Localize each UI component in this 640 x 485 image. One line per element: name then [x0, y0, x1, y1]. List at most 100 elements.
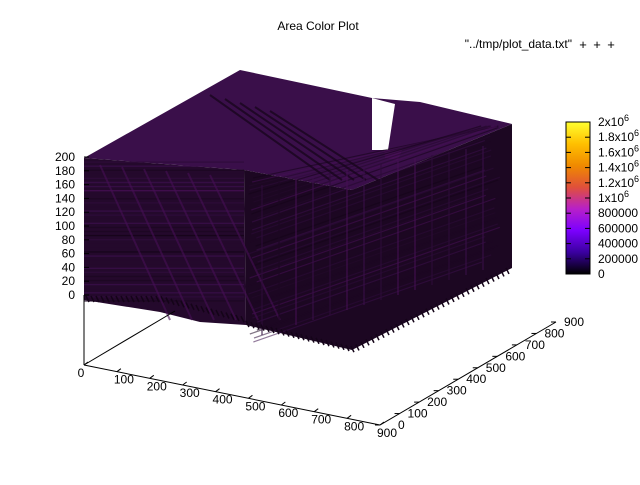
x-tick-label: 0 — [78, 366, 85, 380]
surface-texture — [248, 167, 494, 255]
x-tick — [313, 408, 319, 413]
surface-streak — [99, 164, 171, 321]
surface-edge — [380, 331, 385, 338]
surface-edge — [495, 272, 500, 280]
surface-edge — [255, 323, 260, 330]
surface-streak — [209, 174, 281, 321]
surface-edge — [335, 342, 340, 349]
surface-edge — [385, 328, 390, 336]
surface-edge — [110, 295, 115, 303]
surface-edge — [400, 321, 405, 328]
surface-edge — [455, 293, 460, 300]
y-tick-label: 0 — [398, 418, 405, 432]
surface-edge — [390, 326, 395, 333]
surface-texture — [255, 194, 483, 275]
surface-edge — [125, 295, 130, 303]
surface-texture — [256, 244, 499, 331]
surface-edge — [410, 316, 415, 323]
y-tick-label: 400 — [466, 372, 486, 386]
surface-edge — [395, 323, 400, 331]
surface-edge — [350, 345, 355, 353]
z-tick-label: 20 — [62, 274, 76, 288]
surface-edge — [85, 295, 90, 303]
surface-edge — [305, 335, 310, 342]
z-tick-label: 160 — [55, 178, 75, 192]
surface-edge — [460, 290, 465, 298]
surface-edge — [355, 344, 360, 351]
surface-edge — [345, 344, 350, 352]
surface-edge — [190, 303, 195, 311]
surface-streak — [121, 166, 193, 321]
surface-edge — [230, 313, 235, 321]
z-tick-label: 0 — [68, 288, 75, 302]
colorbar-tick-label: 1x106 — [598, 189, 629, 205]
surface-edge — [240, 315, 245, 323]
surface-edge — [370, 336, 375, 344]
y-tick-label: 900 — [564, 315, 584, 329]
surface-edge — [105, 295, 110, 303]
surface-texture — [251, 147, 487, 231]
y-tick-label: 700 — [525, 338, 545, 352]
surface-edge — [500, 270, 505, 277]
surface-edge — [95, 295, 100, 303]
surface-texture — [251, 139, 486, 223]
surface-edge — [365, 338, 370, 346]
x-tick-label: 100 — [114, 373, 134, 387]
surface-streak — [143, 168, 215, 321]
legend-marker: + — [593, 37, 601, 52]
surface-texture — [252, 125, 482, 199]
surface-texture — [249, 248, 495, 335]
surface-edge — [420, 310, 425, 318]
surface-edge — [155, 295, 160, 303]
surface-texture — [249, 194, 487, 279]
surface-edge — [360, 341, 365, 349]
colorbar-tick-label: 800000 — [598, 206, 638, 220]
surface-edge — [320, 338, 325, 346]
surface-texture — [253, 261, 483, 343]
colorbar-tick-label: 1.8x106 — [598, 128, 639, 144]
surface-edge — [215, 309, 220, 317]
surface-edge — [440, 300, 445, 308]
surface-edge — [475, 282, 480, 290]
x-tick-label: 400 — [213, 393, 233, 407]
surface-edge — [290, 331, 295, 339]
surface-edge — [265, 325, 270, 333]
surface-texture — [250, 240, 494, 327]
x-tick-label: 200 — [147, 379, 167, 393]
surface-texture — [248, 125, 482, 195]
surface-texture — [252, 235, 486, 319]
colorbar-tick-label: 600000 — [598, 221, 638, 235]
x-tick-label: 900 — [377, 426, 397, 440]
surface-texture — [253, 254, 492, 339]
legend-markers: + + + — [579, 37, 615, 52]
y-tick-label: 600 — [505, 349, 525, 363]
z-tick-label: 80 — [62, 233, 76, 247]
legend-marker: + — [579, 37, 587, 52]
surface-streak — [239, 102, 355, 181]
surface-edge — [120, 295, 125, 303]
surface-edge — [505, 267, 510, 275]
x-tick — [83, 361, 89, 366]
surface-edge — [480, 280, 485, 287]
surface-edge — [150, 295, 155, 303]
surface-edge — [205, 307, 210, 314]
surface-edge — [330, 341, 335, 348]
surface-texture — [250, 159, 486, 243]
surface-edge — [160, 295, 165, 303]
surface-edge — [295, 332, 300, 340]
surface-edge — [275, 327, 280, 335]
legend-marker: + — [607, 37, 615, 52]
surface-texture — [248, 197, 499, 287]
surface-edge — [140, 295, 145, 303]
surface-edge — [300, 333, 305, 341]
surface-edge — [430, 305, 435, 313]
y-axis-back-line — [83, 310, 176, 366]
surface-edge — [195, 304, 200, 312]
surface-edge — [165, 297, 170, 304]
surface-edge — [250, 321, 255, 329]
y-axis-line — [379, 321, 557, 426]
surface-texture — [251, 212, 496, 299]
surface-edge — [175, 299, 180, 307]
